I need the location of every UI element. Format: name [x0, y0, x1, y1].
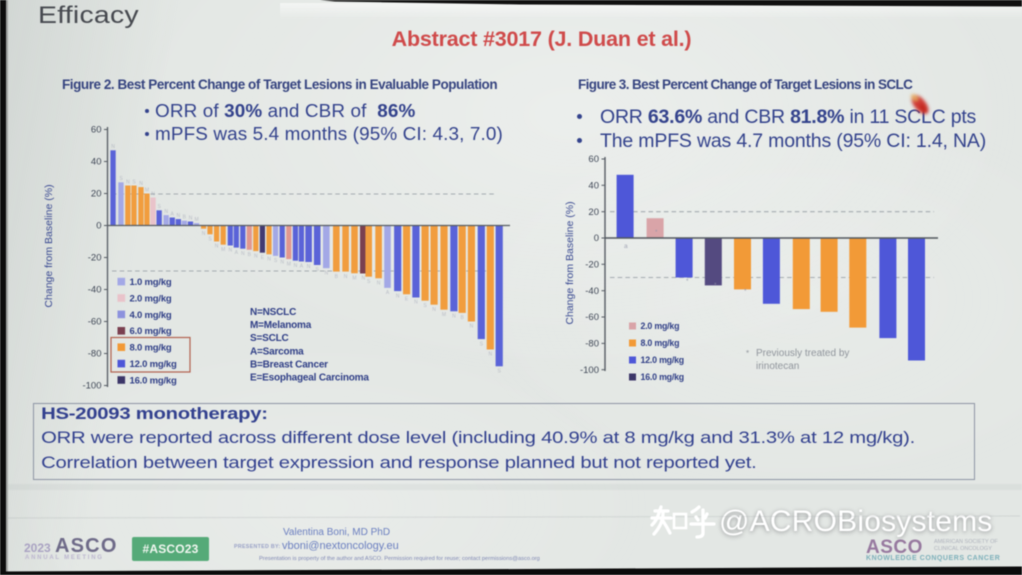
svg-text:*: * — [714, 282, 717, 289]
svg-text:-100: -100 — [82, 381, 101, 392]
svg-text:B: B — [248, 252, 252, 258]
svg-text:N: N — [452, 314, 456, 320]
svg-text:-80: -80 — [88, 349, 102, 360]
svg-text:N: N — [164, 209, 168, 215]
svg-text:2.0 mg/kg: 2.0 mg/kg — [130, 293, 172, 304]
svg-text:N: N — [361, 276, 365, 282]
svg-text:N: N — [215, 244, 219, 250]
svg-text:N=NSCLC: N=NSCLC — [250, 307, 296, 318]
svg-text:60: 60 — [588, 154, 599, 165]
svg-text:E: E — [261, 255, 265, 261]
svg-text:S: S — [480, 341, 484, 347]
svg-text:N: N — [280, 260, 284, 266]
svg-text:-80: -80 — [585, 339, 599, 350]
svg-text:N: N — [126, 179, 130, 185]
svg-text:40: 40 — [91, 157, 102, 168]
svg-text:N: N — [254, 253, 258, 259]
svg-text:S: S — [208, 237, 212, 243]
svg-text:N: N — [176, 213, 180, 219]
svg-text:N: N — [470, 324, 474, 330]
svg-text:8.0 mg/kg: 8.0 mg/kg — [130, 343, 172, 354]
svg-text:A: A — [171, 211, 175, 217]
svg-text:N: N — [267, 257, 271, 263]
svg-text:E=Esophageal Carcinoma: E=Esophageal Carcinoma — [250, 373, 369, 384]
svg-text:N: N — [139, 181, 143, 187]
svg-text:8.0 mg/kg: 8.0 mg/kg — [641, 338, 680, 348]
svg-text:B: B — [461, 315, 465, 321]
svg-text:B: B — [183, 215, 187, 221]
svg-text:S: S — [119, 176, 123, 182]
svg-text:12.0 mg/kg: 12.0 mg/kg — [641, 355, 684, 365]
svg-text:A: A — [300, 264, 304, 270]
svg-text:2.0 mg/kg: 2.0 mg/kg — [641, 321, 680, 331]
svg-text:S: S — [316, 267, 320, 273]
svg-text:N: N — [241, 251, 245, 257]
svg-text:-40: -40 — [88, 285, 102, 296]
svg-text:M: M — [352, 276, 356, 282]
svg-text:a: a — [624, 243, 628, 250]
svg-text:N: N — [307, 264, 311, 270]
svg-text:M: M — [195, 217, 199, 223]
svg-text:N: N — [151, 191, 155, 197]
svg-text:A: A — [386, 290, 390, 296]
svg-text:Previously treated by: Previously treated by — [756, 348, 849, 359]
svg-text:M: M — [287, 261, 291, 267]
svg-text:-60: -60 — [585, 312, 599, 323]
svg-text:S=SCLC: S=SCLC — [250, 333, 289, 344]
svg-text:*: * — [655, 229, 658, 236]
svg-text:4.0 mg/kg: 4.0 mg/kg — [130, 310, 172, 321]
svg-text:-60: -60 — [88, 317, 102, 328]
svg-text:-40: -40 — [585, 286, 599, 297]
svg-text:N: N — [111, 144, 115, 150]
svg-text:12.0 mg/kg: 12.0 mg/kg — [130, 359, 178, 370]
svg-text:N: N — [294, 263, 298, 269]
svg-text:M: M — [221, 247, 225, 253]
svg-text:M=Melanoma: M=Melanoma — [250, 320, 312, 331]
svg-text:20: 20 — [588, 207, 599, 218]
svg-text:-100: -100 — [580, 365, 599, 376]
svg-text:-20: -20 — [88, 253, 102, 264]
svg-text:N: N — [324, 270, 328, 276]
svg-text:Change from Baseline (%): Change from Baseline (%) — [564, 201, 576, 324]
svg-text:S: S — [274, 258, 278, 264]
svg-text:*: * — [744, 288, 747, 295]
svg-text:1.0 mg/kg: 1.0 mg/kg — [130, 277, 172, 288]
svg-text:16.0 mg/kg: 16.0 mg/kg — [641, 372, 684, 382]
svg-text:N: N — [202, 231, 206, 237]
svg-text:*: * — [686, 278, 689, 285]
svg-text:40: 40 — [588, 181, 599, 192]
svg-text:-20: -20 — [585, 260, 599, 271]
svg-text:S: S — [132, 179, 136, 185]
svg-text:S: S — [423, 303, 427, 309]
svg-text:60: 60 — [91, 125, 102, 136]
svg-text:S: S — [158, 204, 162, 210]
svg-text:M: M — [442, 312, 446, 318]
svg-text:N: N — [344, 274, 348, 280]
svg-text:N: N — [432, 307, 436, 313]
svg-text:Change from Baseline (%): Change from Baseline (%) — [43, 184, 55, 307]
svg-text:N: N — [396, 293, 400, 299]
svg-text:6.0 mg/kg: 6.0 mg/kg — [130, 326, 172, 337]
svg-text:0: 0 — [594, 233, 599, 244]
svg-text:A: A — [235, 250, 239, 256]
svg-text:M: M — [145, 187, 149, 193]
svg-text:16.0 mg/kg: 16.0 mg/kg — [130, 375, 178, 386]
svg-text:S: S — [367, 279, 371, 285]
svg-text:20: 20 — [91, 189, 102, 200]
svg-text:N: N — [189, 215, 193, 221]
svg-text:B: B — [335, 274, 339, 280]
svg-text:B=Breast Cancer: B=Breast Cancer — [250, 359, 328, 370]
svg-text:irinotecan: irinotecan — [756, 361, 799, 372]
svg-text:N: N — [414, 300, 418, 306]
svg-text:E: E — [405, 297, 409, 303]
svg-text:A=Sarcoma: A=Sarcoma — [250, 346, 304, 357]
svg-text:N: N — [377, 281, 381, 287]
svg-text:*: * — [746, 349, 749, 358]
svg-text:S: S — [498, 369, 502, 375]
svg-text:N: N — [488, 352, 492, 358]
svg-text:N: N — [228, 248, 232, 254]
svg-text:0: 0 — [96, 221, 101, 232]
